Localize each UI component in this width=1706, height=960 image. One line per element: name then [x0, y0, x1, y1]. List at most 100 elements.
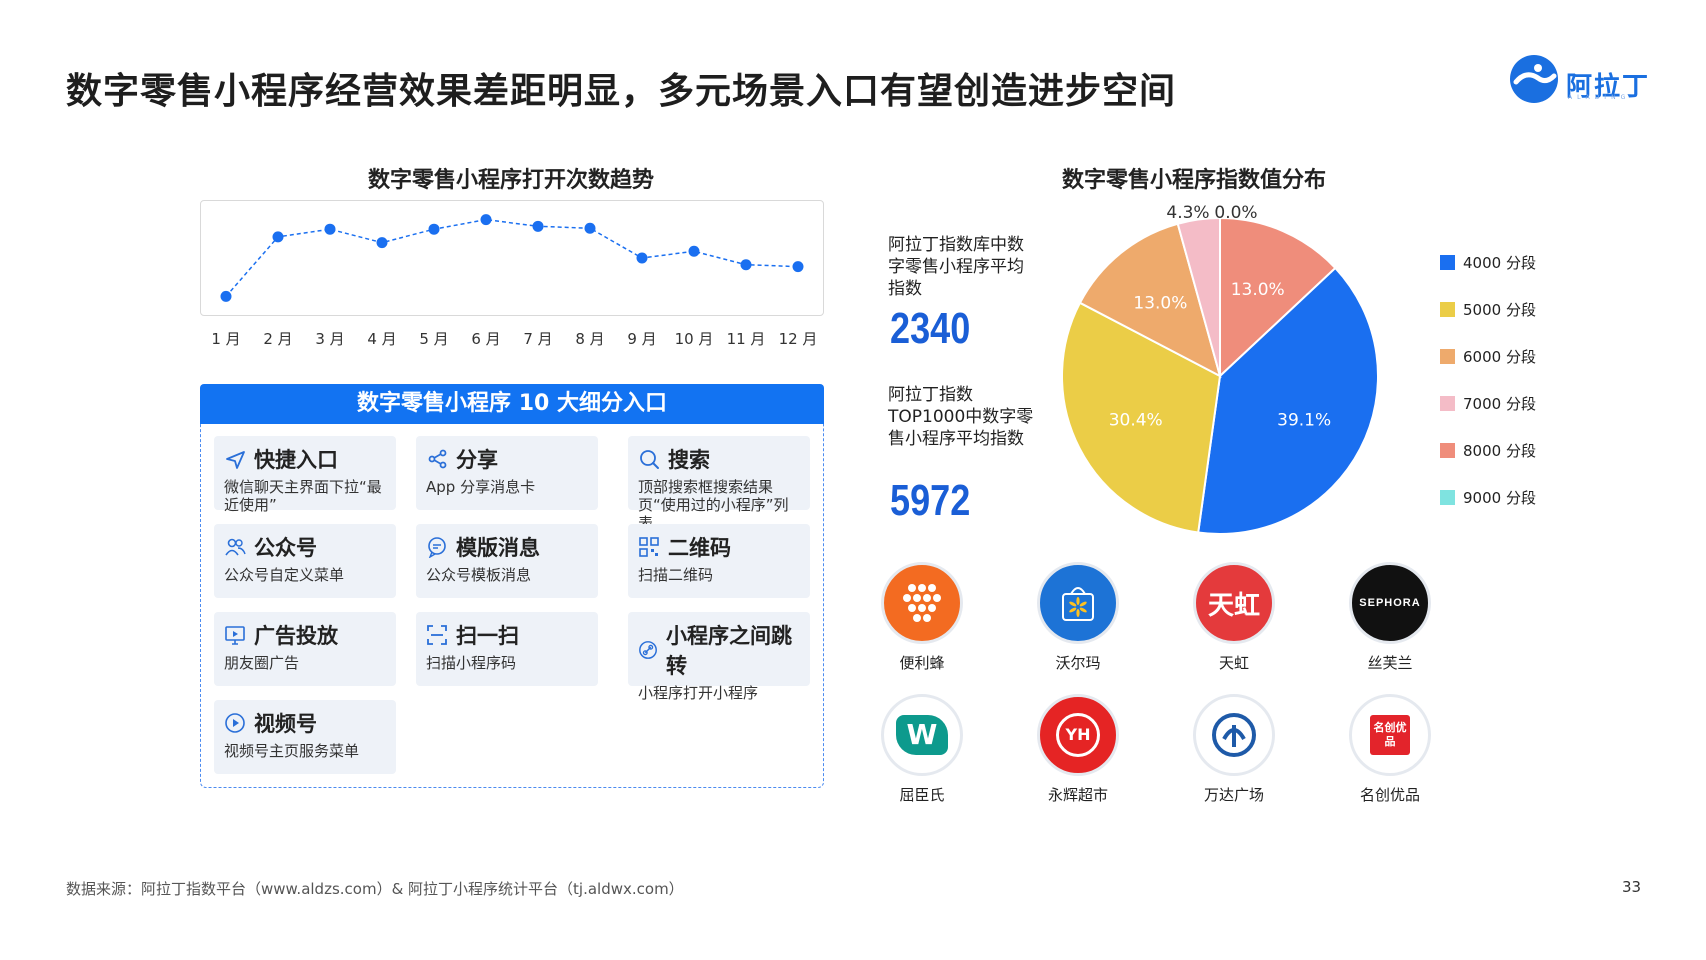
entry-card: 小程序之间跳转 小程序打开小程序 [628, 612, 810, 702]
pie-value-label: 4.3% [1166, 203, 1209, 223]
brand-item: 万达广场 [1189, 694, 1279, 805]
top1000-index-label: 阿拉丁指数TOP1000中数字零售小程序平均指数 [888, 385, 1034, 449]
tianhong-logo-text: 天虹 [1207, 590, 1260, 621]
trend-point-1 [220, 290, 232, 302]
watsons-logo-box: W [896, 715, 948, 755]
pie-slice-1 [1197, 266, 1379, 535]
entry-card: 搜索 顶部搜索框搜索结果页“使用过的小程序”列表 [628, 436, 810, 532]
pie-value-label: 13.0% [1133, 293, 1187, 313]
entry-card-title: 分享 [456, 448, 498, 472]
brand-item: 名创优品 名创优品 [1345, 694, 1435, 805]
legend-label: 5000 分段 [1463, 301, 1536, 319]
legend-item: 4000 分段 [1440, 252, 1536, 273]
entry-card-desc: 扫描小程序码 [426, 654, 517, 672]
entry-card-title: 二维码 [668, 536, 731, 560]
yonghui-logo-icon: YH [1037, 694, 1119, 776]
entries-panel-title: 数字零售小程序 10 大细分入口 [200, 384, 824, 424]
brand-item: 天虹 天虹 [1189, 562, 1279, 673]
brand-name: 沃尔玛 [1055, 654, 1101, 672]
page-title: 数字零售小程序经营效果差距明显，多元场景入口有望创造进步空间 [66, 71, 1177, 112]
legend-item: 5000 分段 [1440, 299, 1536, 320]
brand-name: 永辉超市 [1047, 786, 1108, 804]
miniso-logo-box: 名创优品 [1370, 715, 1410, 755]
trend-x-tick-label: 6 月 [471, 330, 501, 348]
trend-point-2 [272, 231, 284, 243]
entry-card: 二维码 扫描二维码 [628, 524, 810, 598]
entry-card-desc: 公众号模板消息 [426, 566, 532, 584]
trend-x-tick-label: 4 月 [367, 330, 397, 348]
top1000-index-value: 5972 [890, 476, 971, 525]
aladdin-logo-icon [1510, 55, 1558, 103]
legend-swatch [1440, 255, 1455, 270]
trend-line-chart [220, 214, 804, 302]
entry-card-title: 搜索 [668, 448, 710, 472]
trend-x-tick-label: 12 月 [778, 330, 818, 348]
legend-item: 7000 分段 [1440, 393, 1536, 414]
entry-card: 扫一扫扫描小程序码 [416, 612, 598, 686]
entry-card-desc: App 分享消息卡 [426, 478, 536, 496]
trend-series-line [225, 218, 799, 297]
entry-card-title: 扫一扫 [456, 624, 519, 648]
legend-item: 6000 分段 [1440, 346, 1536, 367]
trend-point-8 [584, 222, 596, 234]
yonghui-logo-mark: YH [1056, 713, 1100, 757]
legend-swatch [1440, 349, 1455, 364]
pie-slice-3 [1078, 222, 1222, 378]
trend-point-5 [428, 223, 440, 235]
entry-card: 视频号视频号主页服务菜单 [214, 700, 396, 774]
wanda-logo-icon [1193, 694, 1275, 776]
trend-point-11 [740, 259, 752, 271]
entry-card: 公众号 公众号自定义菜单 [214, 524, 396, 598]
pie-slice-2 [1061, 301, 1222, 534]
avg-index-value: 2340 [890, 304, 971, 353]
entry-card-desc: 微信聊天主界面下拉“最近使用” [224, 478, 382, 514]
brand-item: W 屈臣氏 [877, 694, 967, 805]
entry-card: 分享 App 分享消息卡 [416, 436, 598, 510]
entry-card-desc: 小程序打开小程序 [638, 684, 759, 702]
logo-subtitle: ALADING [1568, 94, 1631, 101]
screen-icon [225, 626, 245, 645]
brand-item: 便利蜂 [877, 562, 967, 673]
sephora-logo-text: SEPHORA [1359, 597, 1421, 609]
qrcode-icon [639, 537, 659, 557]
trend-x-tick-label: 9 月 [627, 330, 657, 348]
trend-chart-title: 数字零售小程序打开次数趋势 [368, 168, 655, 193]
entry-card-desc: 公众号自定义菜单 [224, 566, 345, 584]
pie-value-label: 13.0% [1231, 280, 1285, 300]
play-icon [225, 713, 245, 733]
pie-value-label: 30.4% [1109, 410, 1163, 430]
brand-name: 丝芙兰 [1367, 654, 1413, 672]
entry-card: 广告投放 朋友圈广告 [214, 612, 396, 686]
pie-slice-4 [1176, 216, 1221, 377]
pie-chart: 13.0% 39.1% 30.4% 13.0% 4.3% 0.0% [1061, 203, 1379, 535]
entry-card: 模版消息 公众号模板消息 [416, 524, 598, 598]
pie-chart-title: 数字零售小程序指数值分布 [1062, 168, 1327, 193]
entry-card-title: 视频号 [254, 712, 317, 736]
trend-point-7 [532, 220, 544, 232]
brand-item: 沃尔玛 [1033, 562, 1123, 673]
trend-point-4 [376, 237, 388, 249]
logo-text: 阿拉丁 [1566, 72, 1651, 102]
legend-label: 6000 分段 [1463, 348, 1536, 366]
trend-point-9 [636, 252, 648, 264]
data-source-footnote: 数据来源：阿拉丁指数平台（www.aldzs.com）& 阿拉丁小程序统计平台（… [66, 880, 684, 898]
legend-swatch [1440, 302, 1455, 317]
brand-name: 名创优品 [1359, 786, 1420, 804]
brand-name: 天虹 [1218, 654, 1249, 672]
trend-x-tick-label: 8 月 [575, 330, 605, 348]
trend-x-tick-label: 5 月 [419, 330, 449, 348]
trend-chart-frame [200, 200, 824, 316]
trend-x-tick-label: 11 月 [726, 330, 766, 348]
brand-name: 万达广场 [1203, 786, 1264, 804]
entry-card-desc: 视频号主页服务菜单 [224, 742, 360, 760]
legend-item: 9000 分段 [1440, 487, 1536, 508]
watsons-logo-icon: W [881, 694, 963, 776]
trend-point-10 [688, 245, 700, 257]
share-icon [428, 449, 447, 469]
scan-icon [427, 625, 447, 645]
walmart-logo-icon [1037, 562, 1119, 644]
miniso-logo-icon: 名创优品 [1349, 694, 1431, 776]
entry-card-desc: 朋友圈广告 [224, 654, 300, 672]
legend-swatch [1440, 443, 1455, 458]
send-icon [226, 451, 245, 469]
